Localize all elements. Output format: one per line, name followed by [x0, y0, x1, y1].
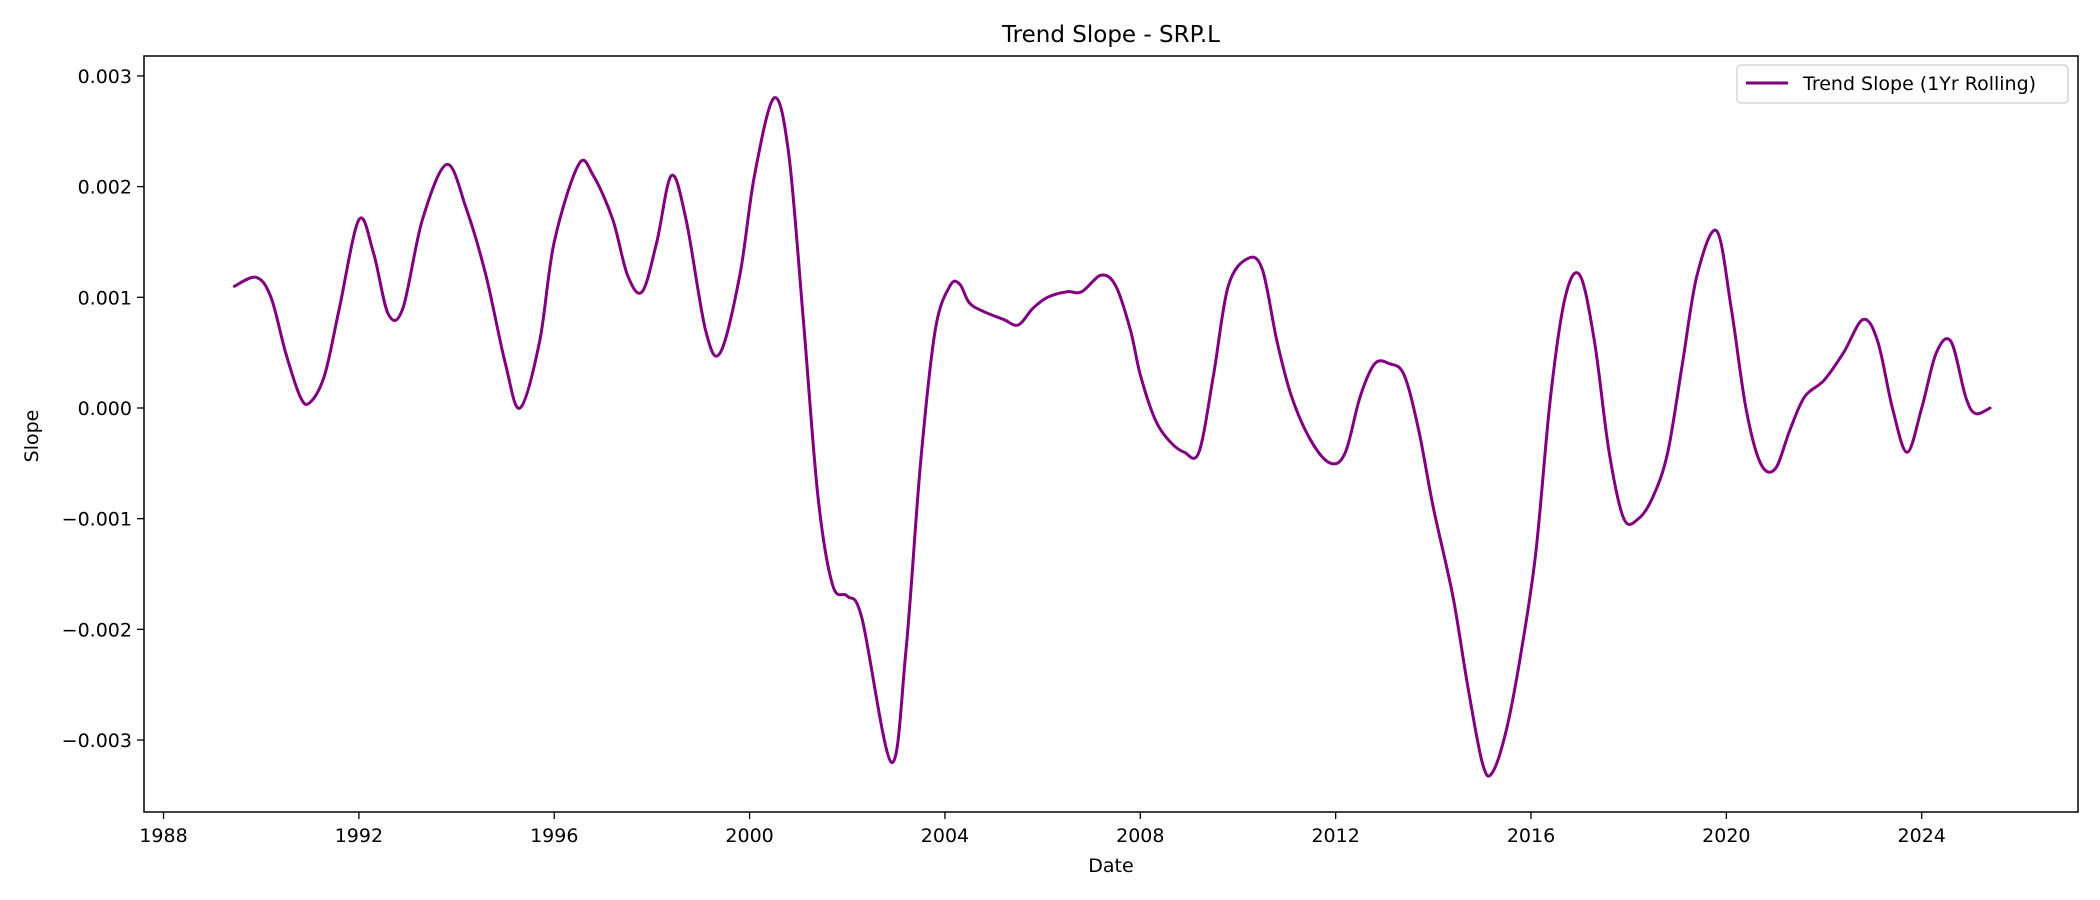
x-tick-label: 2008	[1116, 825, 1164, 847]
y-tick-label: 0.000	[78, 398, 132, 420]
chart-title: Trend Slope - SRP.L	[1001, 22, 1220, 48]
x-tick-label: 1988	[139, 825, 187, 847]
legend: Trend Slope (1Yr Rolling)	[1736, 64, 2069, 104]
x-axis: 1988 1992 1996 2000 2004 2008 2012 2016 2020 2024	[139, 812, 1946, 847]
y-tick-label: 0.001	[78, 287, 132, 309]
x-axis-label: Date	[1088, 855, 1133, 877]
x-tick-label: 1996	[530, 825, 578, 847]
x-tick-label: 2004	[921, 825, 969, 847]
legend-label: Trend Slope (1Yr Rolling)	[1802, 73, 2036, 95]
series-line-trend-slope	[232, 96, 1992, 778]
y-tick-label: −0.003	[62, 730, 132, 752]
x-tick-label: 2000	[725, 825, 773, 847]
y-axis: −0.003 −0.002 −0.001 0.000 0.001 0.002 0.003	[62, 66, 144, 752]
plot-frame	[143, 55, 2079, 813]
x-tick-label: 1992	[335, 825, 383, 847]
y-tick-label: −0.002	[62, 619, 132, 641]
y-axis-label: Slope	[21, 410, 43, 463]
x-tick-label: 2016	[1507, 825, 1555, 847]
x-tick-label: 2020	[1702, 825, 1750, 847]
x-tick-label: 2012	[1311, 825, 1359, 847]
x-tick-label: 2024	[1898, 825, 1946, 847]
y-tick-label: 0.002	[78, 177, 132, 199]
legend-box	[1736, 64, 2069, 104]
y-tick-label: 0.003	[78, 66, 132, 88]
y-tick-label: −0.001	[62, 509, 132, 531]
